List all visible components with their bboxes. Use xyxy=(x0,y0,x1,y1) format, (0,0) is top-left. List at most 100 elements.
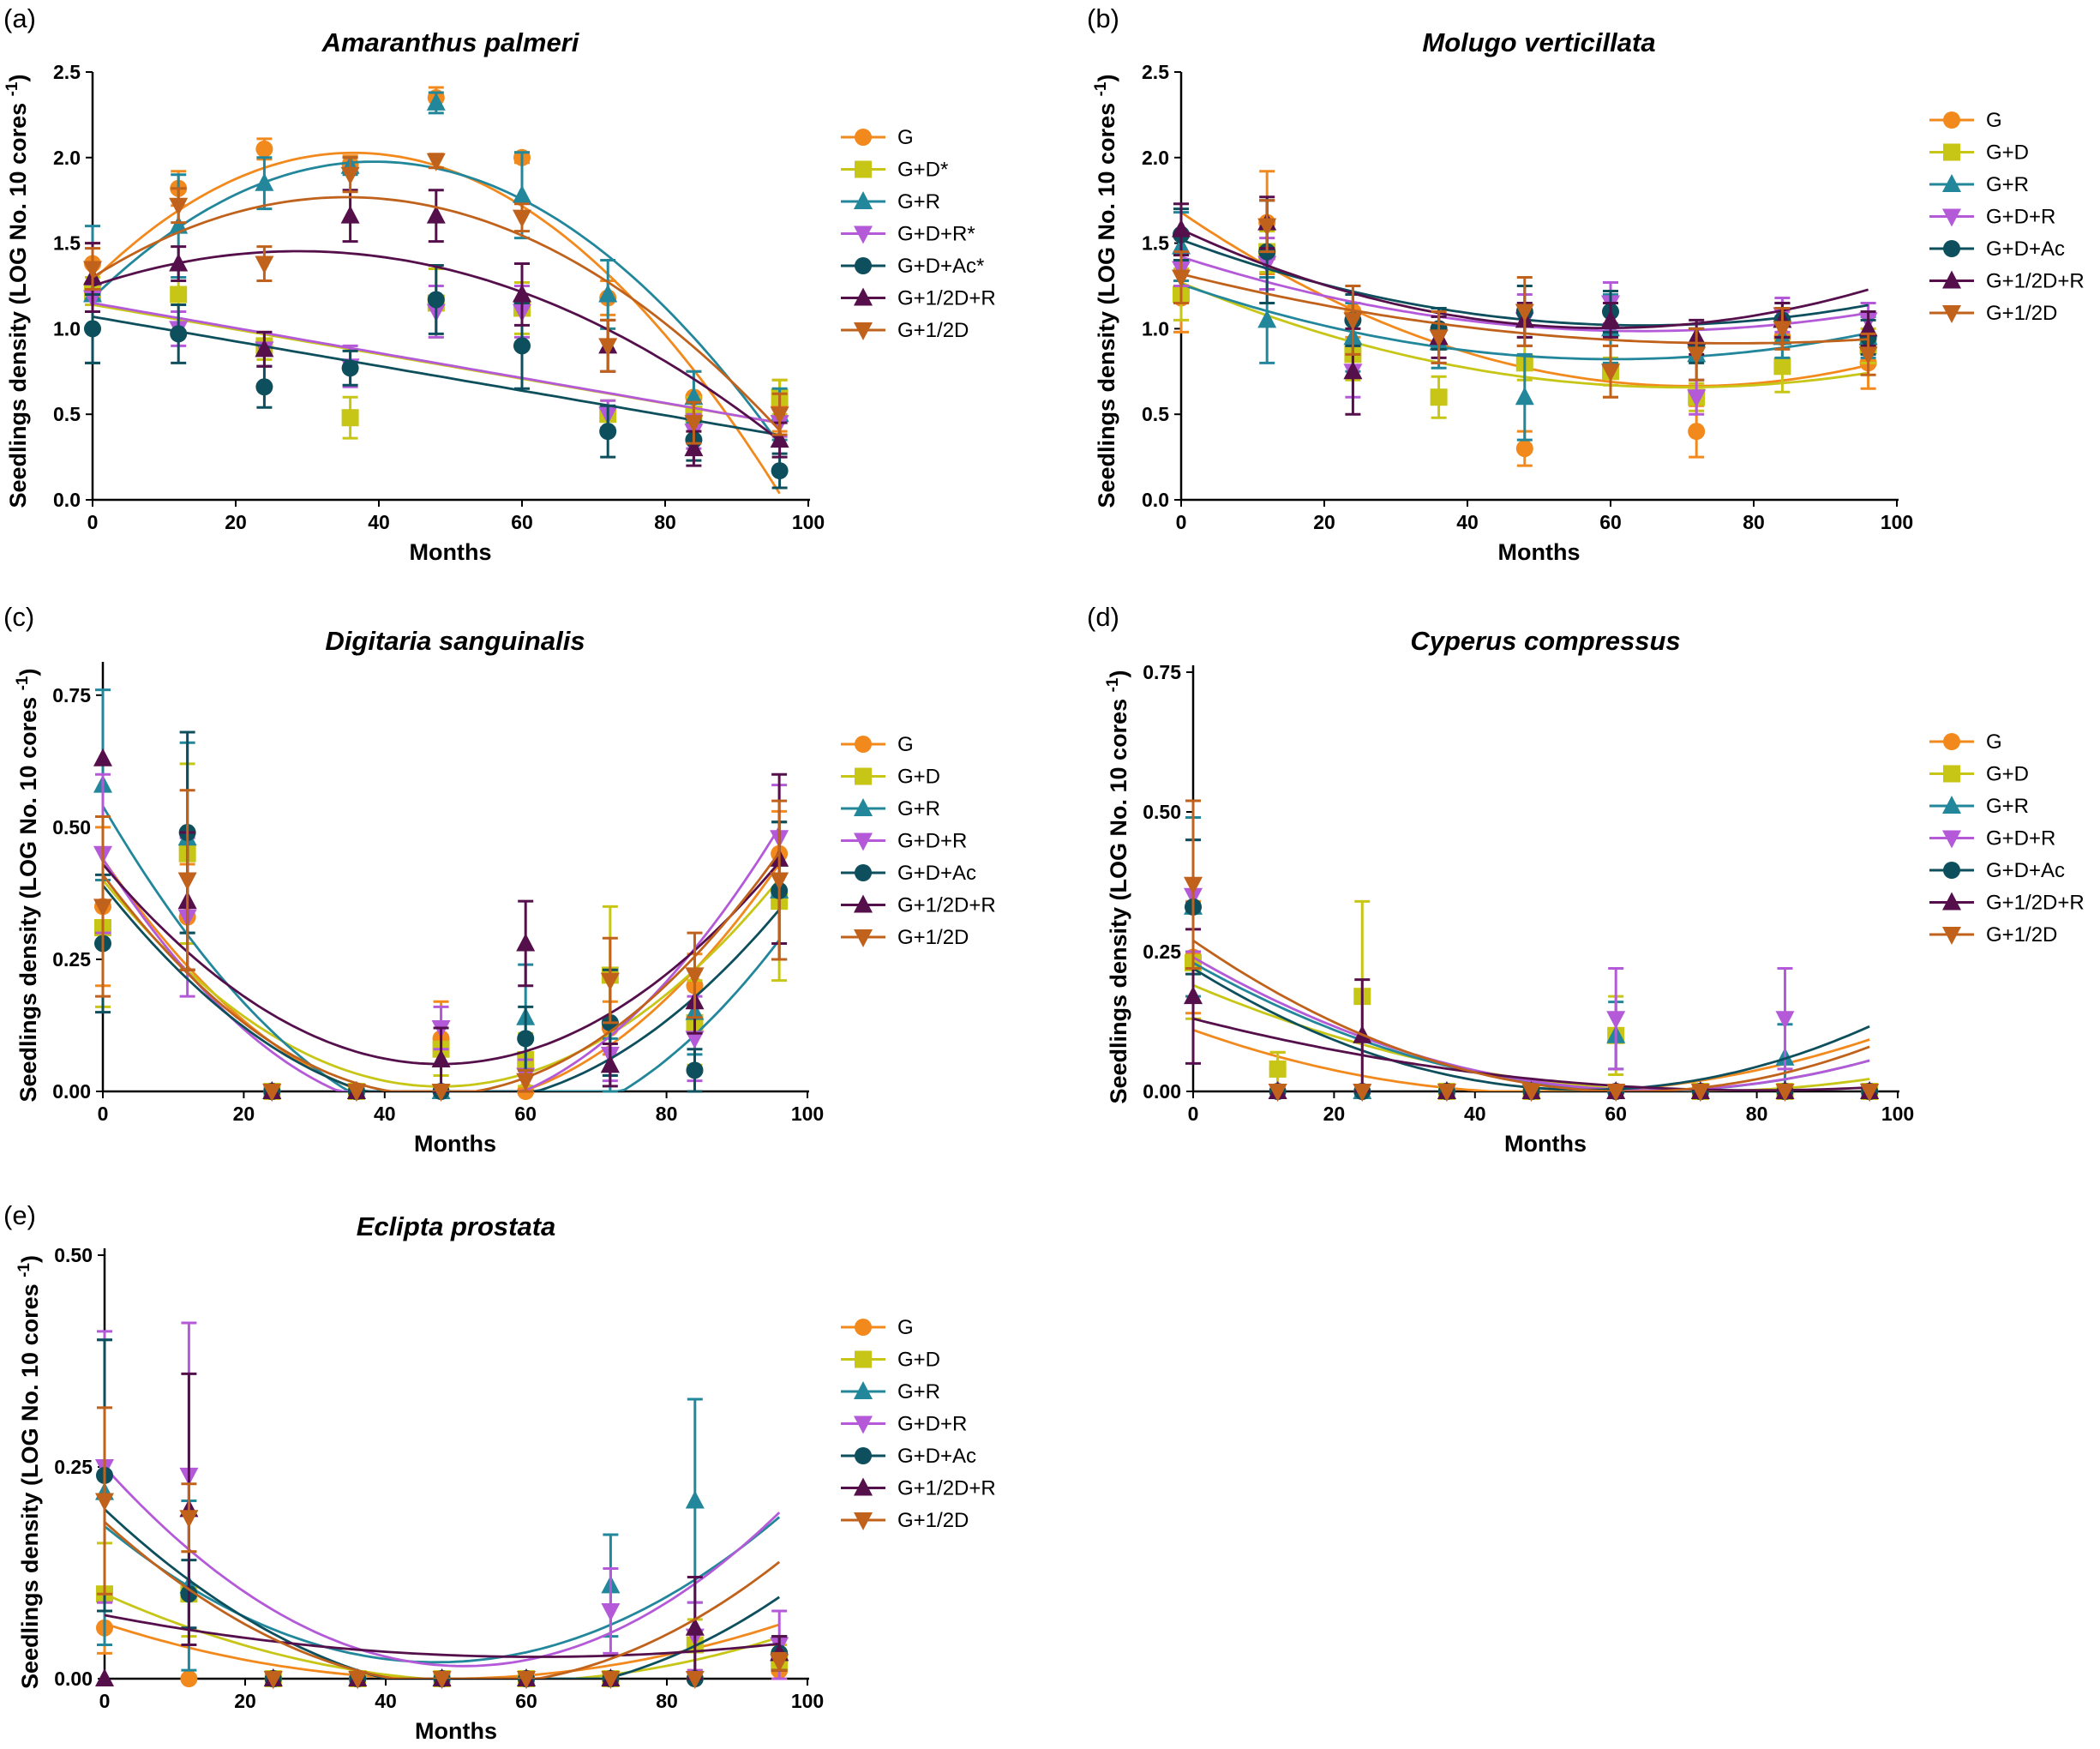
y-tick-label: 0.25 xyxy=(1143,941,1181,963)
legend-marker xyxy=(1943,111,1960,129)
data-point xyxy=(177,872,197,891)
series-G+1/2D+R xyxy=(93,748,789,1099)
data-point xyxy=(601,1671,621,1689)
data-point xyxy=(1521,1084,1541,1102)
legend-item: G xyxy=(1929,109,2002,132)
y-tick-label: 0.0 xyxy=(53,489,81,511)
legend-marker xyxy=(855,1350,872,1368)
fit-line xyxy=(105,1508,780,1679)
data-point xyxy=(1606,1084,1626,1102)
legend-label: G+D xyxy=(1986,763,2029,786)
x-tick-label: 100 xyxy=(1881,1103,1914,1125)
x-tick-label: 40 xyxy=(1456,511,1479,533)
data-point xyxy=(685,1490,705,1509)
x-tick-label: 80 xyxy=(656,1103,678,1125)
legend-item: G+R xyxy=(1929,795,2029,818)
data-point xyxy=(1601,364,1620,382)
legend-item: G xyxy=(841,1316,914,1339)
legend-item: G+1/2D+R xyxy=(841,1477,996,1500)
series-G+1/2D xyxy=(1184,799,1880,1102)
legend-label: G+D+R xyxy=(897,830,967,853)
data-point xyxy=(1775,1011,1795,1030)
legend-item: G+1/2D+R xyxy=(1929,892,2085,915)
y-tick-label: 2.5 xyxy=(53,61,81,83)
fit-line xyxy=(105,1516,781,1664)
x-tick-label: 60 xyxy=(511,511,533,533)
legend-label: G+1/2D xyxy=(897,926,969,949)
data-point xyxy=(600,972,620,991)
legend-marker xyxy=(854,1381,873,1399)
data-point xyxy=(1773,321,1792,340)
legend-item: G+1/2D+R xyxy=(1929,270,2085,293)
y-tick-label: 0.75 xyxy=(1143,661,1181,683)
data-point xyxy=(340,205,360,224)
fit-line xyxy=(93,302,780,424)
fit-line xyxy=(1193,1028,1870,1091)
legend-marker xyxy=(1942,892,1961,911)
data-point xyxy=(431,1084,451,1102)
legend-item: G+1/2D xyxy=(1929,923,2057,947)
legend-item: G+D+R xyxy=(1929,827,2055,850)
fit-line xyxy=(105,1592,780,1679)
legend-item: G+D+Ac xyxy=(1929,237,2065,261)
legend-item: G+D+Ac* xyxy=(841,255,984,278)
data-point xyxy=(255,378,273,396)
series-G+D+Ac xyxy=(84,264,789,490)
legend-label: G+1/2D+R xyxy=(897,1477,996,1500)
y-tick-label: 1.5 xyxy=(53,232,81,255)
chart-title: Amaranthus palmeri xyxy=(321,27,580,57)
data-point xyxy=(770,1654,789,1673)
data-point xyxy=(1429,329,1449,348)
panel-letter: (c) xyxy=(3,602,34,632)
legend-marker xyxy=(1942,830,1961,849)
x-tick-label: 60 xyxy=(515,1690,537,1712)
data-point xyxy=(685,1031,705,1049)
series-G+1/2D xyxy=(95,1406,789,1689)
legend-label: G xyxy=(1986,730,2002,754)
data-point xyxy=(255,339,274,358)
data-point xyxy=(1257,218,1277,237)
legend-marker xyxy=(854,1477,873,1496)
data-point xyxy=(770,430,789,448)
legend-label: G+D+Ac xyxy=(897,1445,976,1468)
legend-label: G+R xyxy=(897,190,940,213)
x-axis-label: Months xyxy=(1498,539,1581,565)
y-tick-label: 0.75 xyxy=(52,684,91,706)
legend-label: G+D+Ac xyxy=(1986,237,2065,261)
x-tick-label: 40 xyxy=(1464,1103,1486,1125)
series-G+D xyxy=(1185,899,1879,1100)
data-point xyxy=(340,166,360,185)
legend-item: G+D xyxy=(841,766,940,789)
y-tick-label: 0.00 xyxy=(54,1668,93,1690)
data-point xyxy=(1343,312,1363,331)
data-point xyxy=(95,1493,114,1512)
x-tick-label: 40 xyxy=(375,1690,397,1712)
data-point xyxy=(83,261,102,279)
legend-label: G+D xyxy=(897,1349,940,1372)
legend-label: G xyxy=(1986,109,2002,132)
x-tick-label: 100 xyxy=(1881,511,1913,533)
fit-line xyxy=(105,1466,781,1668)
data-point xyxy=(685,1617,705,1636)
legend-label: G+D+Ac xyxy=(1986,859,2065,882)
series-G+1/2D xyxy=(93,789,789,1102)
data-point xyxy=(93,748,112,766)
legend-label: G+D+R* xyxy=(897,223,975,246)
x-axis-label: Months xyxy=(1504,1131,1587,1157)
panel-letter: (d) xyxy=(1087,602,1119,632)
data-point xyxy=(1184,986,1203,1005)
data-point xyxy=(170,285,188,304)
legend-item: G+R xyxy=(841,1380,940,1403)
y-tick-label: 1.5 xyxy=(1142,232,1169,255)
fit-line xyxy=(103,884,781,1091)
data-point xyxy=(1515,304,1534,322)
data-point xyxy=(255,140,273,158)
data-point xyxy=(684,438,704,457)
data-point xyxy=(1601,310,1620,328)
chart-panel: (b) Molugo verticillata 0 20 40 60 80 100 0.0 0.5… xyxy=(1087,3,2085,565)
data-point xyxy=(95,1668,114,1686)
x-tick-label: 20 xyxy=(225,511,247,533)
data-point xyxy=(93,899,112,917)
x-tick-label: 60 xyxy=(1599,511,1622,533)
y-tick-label: 0.0 xyxy=(1142,489,1169,511)
